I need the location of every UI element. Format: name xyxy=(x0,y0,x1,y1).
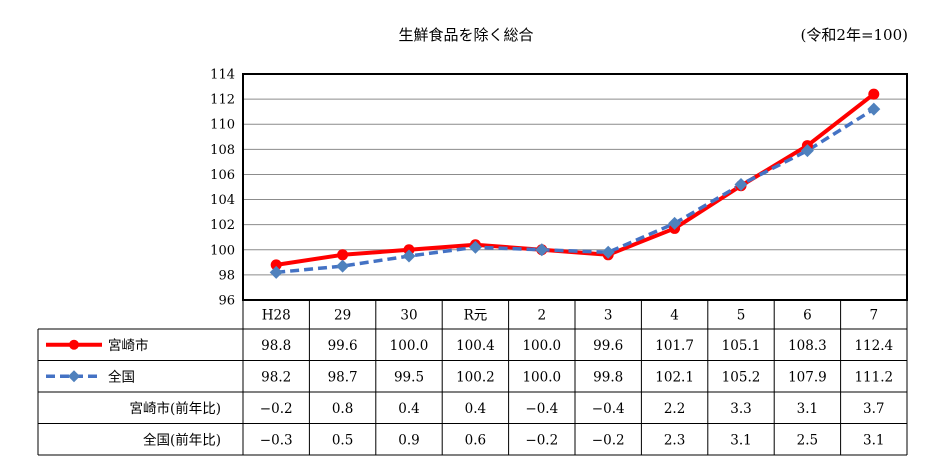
table-cell: 100.2 xyxy=(456,369,495,385)
table-cell: −0.4 xyxy=(592,401,625,417)
table-cell: −0.4 xyxy=(525,401,558,417)
table-cell: 0.4 xyxy=(398,401,419,417)
table-cell: 0.8 xyxy=(332,401,353,417)
data-point xyxy=(336,259,350,273)
table-cell: −0.2 xyxy=(260,401,293,417)
table-cell: 3.1 xyxy=(797,401,818,417)
data-point xyxy=(270,259,282,271)
data-point xyxy=(800,144,814,158)
table-cell: 0.9 xyxy=(398,432,419,448)
table-cell: 100.0 xyxy=(522,369,561,385)
table-cell: 107.9 xyxy=(788,369,827,385)
table-cell: 99.8 xyxy=(593,369,623,385)
category-label: H28 xyxy=(262,308,291,324)
series-line xyxy=(275,92,876,267)
table-cell: 105.2 xyxy=(722,369,761,385)
table-cell: −0.3 xyxy=(260,432,293,448)
row-label: 全国(前年比) xyxy=(143,431,221,448)
y-tick-label: 100 xyxy=(210,243,235,258)
data-point xyxy=(535,243,549,257)
table-cell: 3.1 xyxy=(863,432,884,448)
y-tick-label: 106 xyxy=(210,168,235,183)
table-cell: 99.6 xyxy=(593,338,623,354)
table-cell: 0.4 xyxy=(465,401,486,417)
table-cell: 98.8 xyxy=(261,338,291,354)
category-label: 29 xyxy=(334,308,351,324)
table-cell: 98.2 xyxy=(261,369,291,385)
data-point xyxy=(867,102,881,116)
legend-marker xyxy=(69,339,79,350)
table-cell: 112.4 xyxy=(854,338,893,354)
category-label: 2 xyxy=(538,308,547,324)
data-point xyxy=(601,245,615,259)
data-point xyxy=(734,177,748,191)
table-cell: 0.5 xyxy=(332,432,353,448)
grid xyxy=(242,73,908,301)
legend-label: 宮崎市 xyxy=(108,337,149,354)
table-cell: 0.6 xyxy=(465,432,486,448)
table-cell: 3.7 xyxy=(863,401,884,417)
table-cell: 111.2 xyxy=(854,369,893,385)
y-tick-label: 98 xyxy=(218,268,235,283)
table-cell: 2.3 xyxy=(664,432,685,448)
category-label: 3 xyxy=(604,308,613,324)
table-cell: 108.3 xyxy=(788,338,827,354)
table-cell: 100.0 xyxy=(390,338,429,354)
table-cell: 101.7 xyxy=(655,338,694,354)
table-cell: 3.3 xyxy=(730,401,751,417)
table-cell: −0.2 xyxy=(592,432,625,448)
chart-subtitle: (令和2年=100) xyxy=(801,26,908,44)
table-cell: 2.2 xyxy=(664,401,685,417)
table-cell: 100.4 xyxy=(456,338,495,354)
category-label: 7 xyxy=(870,308,879,324)
table-cell: 105.1 xyxy=(722,338,761,354)
series-line xyxy=(276,107,875,275)
y-axis: 96 98 100 102 104 106 108 110 112 114 xyxy=(210,68,235,309)
table-cell: 98.7 xyxy=(328,369,358,385)
table-cell: 99.5 xyxy=(394,369,424,385)
data-point xyxy=(402,249,416,263)
data-table: H28 29 30 R元 2 3 4 5 6 7 宮崎市 98.8 99.6 100.0 100.4 100.… xyxy=(37,300,908,456)
data-point xyxy=(269,265,283,279)
chart-title: 生鮮食品を除く総合 xyxy=(398,26,533,44)
table-cell: 102.1 xyxy=(655,369,694,385)
y-tick-label: 114 xyxy=(210,68,235,83)
y-tick-label: 110 xyxy=(210,118,235,133)
category-label: 4 xyxy=(670,308,679,324)
y-tick-label: 104 xyxy=(210,193,235,208)
y-tick-label: 112 xyxy=(210,93,235,108)
data-point xyxy=(337,249,349,261)
legend-label: 全国 xyxy=(108,368,135,385)
table-cell: 3.1 xyxy=(730,432,751,448)
table-cell: 2.5 xyxy=(797,432,818,448)
y-tick-label: 96 xyxy=(218,294,235,309)
data-point xyxy=(868,88,880,100)
y-tick-label: 108 xyxy=(210,143,235,158)
table-cell: 100.0 xyxy=(522,338,561,354)
data-point xyxy=(668,216,682,230)
row-label: 宮崎市(前年比) xyxy=(129,400,221,417)
category-label: 5 xyxy=(737,308,746,324)
category-label: 30 xyxy=(400,308,417,324)
category-label: R元 xyxy=(464,308,488,324)
plot-area xyxy=(269,88,881,279)
table-cell: −0.2 xyxy=(525,432,558,448)
category-label: 6 xyxy=(803,308,812,324)
data-point xyxy=(468,240,482,254)
legend-marker xyxy=(68,370,80,383)
y-tick-label: 102 xyxy=(210,218,235,233)
table-cell: 99.6 xyxy=(328,338,358,354)
